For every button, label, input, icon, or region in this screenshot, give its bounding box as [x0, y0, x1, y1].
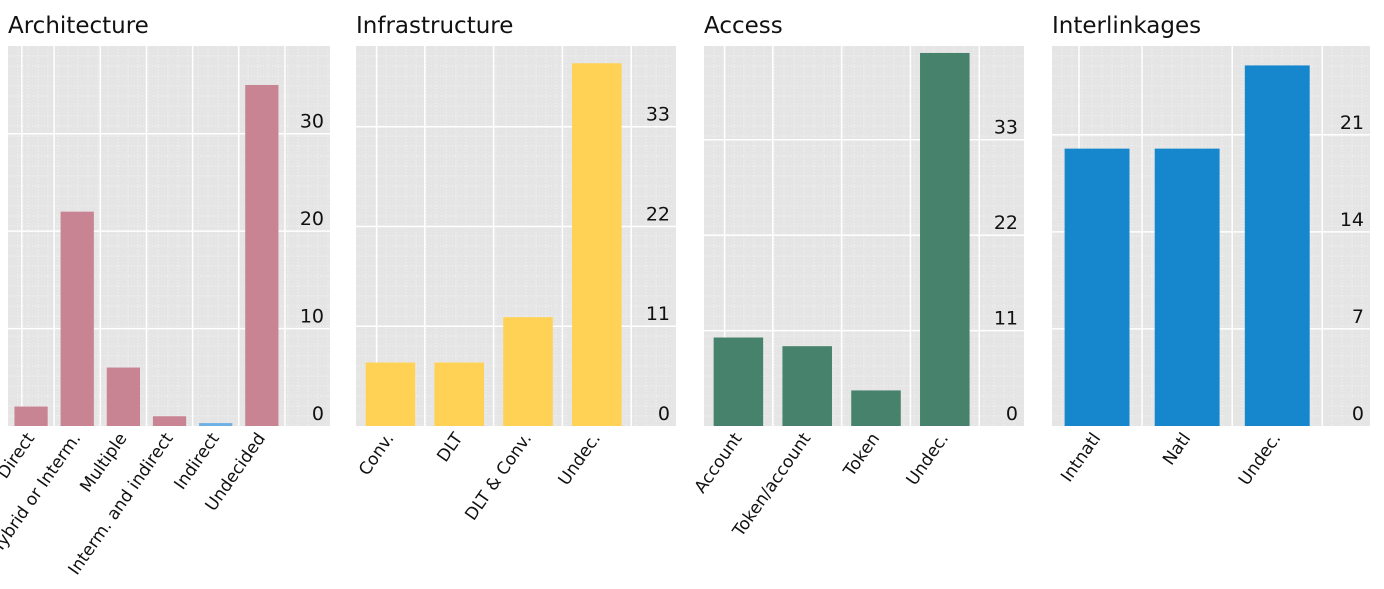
y-tick-label: 20 [300, 208, 324, 230]
y-tick-label: 10 [300, 306, 324, 328]
chart-title: Access [704, 13, 783, 39]
x-tick-label: Intnatl [1057, 429, 1105, 486]
chart-panel-3: Interlinkages 0 7 14 21 Intnatl Natl Undec. [1052, 13, 1370, 489]
y-tick-label: 22 [994, 212, 1018, 234]
bar-0 [1064, 148, 1130, 426]
bar-0 [713, 337, 764, 426]
x-tick-label: Token [839, 429, 884, 481]
x-tick-label: Undec. [1235, 429, 1285, 489]
bar-3 [152, 416, 187, 426]
y-tick-label: 30 [300, 111, 324, 133]
y-tick-label: 11 [646, 303, 670, 325]
bar-2 [503, 317, 553, 426]
minor-grid [8, 46, 330, 426]
x-tick-label: Undec. [903, 429, 953, 489]
y-tick-label: 11 [994, 308, 1018, 330]
y-tick-label: 0 [658, 403, 670, 425]
bar-4 [199, 423, 233, 426]
y-tick-label: 7 [1352, 306, 1364, 328]
y-tick-label: 0 [312, 403, 324, 425]
x-tick-label: DLT & Conv. [461, 429, 536, 524]
x-tick-label: Conv. [355, 429, 398, 479]
chart-title: Architecture [8, 13, 149, 39]
y-tick-label: 0 [1352, 403, 1364, 425]
y-tick-label: 33 [646, 104, 670, 126]
y-tick-label: 22 [646, 203, 670, 225]
bar-1 [60, 211, 94, 426]
bar-0 [365, 362, 416, 426]
y-tick-label: 14 [1340, 209, 1364, 231]
x-tick-label: Account [691, 429, 747, 497]
bar-1 [782, 346, 832, 426]
x-tick-label: Natl [1159, 429, 1195, 469]
y-tick-label: 33 [994, 117, 1018, 139]
chart-title: Infrastructure [356, 13, 513, 39]
bar-1 [434, 362, 484, 426]
y-tick-label: 0 [1006, 403, 1018, 425]
x-tick-label: Undec. [555, 429, 605, 489]
x-tick-label: Direct [0, 429, 39, 482]
bar-1 [1154, 148, 1220, 426]
bar-2 [1244, 65, 1310, 426]
bar-2 [851, 390, 901, 426]
x-tick-label: DLT [433, 429, 467, 466]
bar-0 [14, 406, 48, 426]
y-tick-label: 21 [1340, 112, 1364, 134]
chart-title: Interlinkages [1052, 13, 1201, 39]
bar-2 [106, 367, 140, 426]
bar-3 [572, 63, 622, 426]
bar-5 [245, 84, 279, 426]
bar-3 [920, 52, 970, 426]
